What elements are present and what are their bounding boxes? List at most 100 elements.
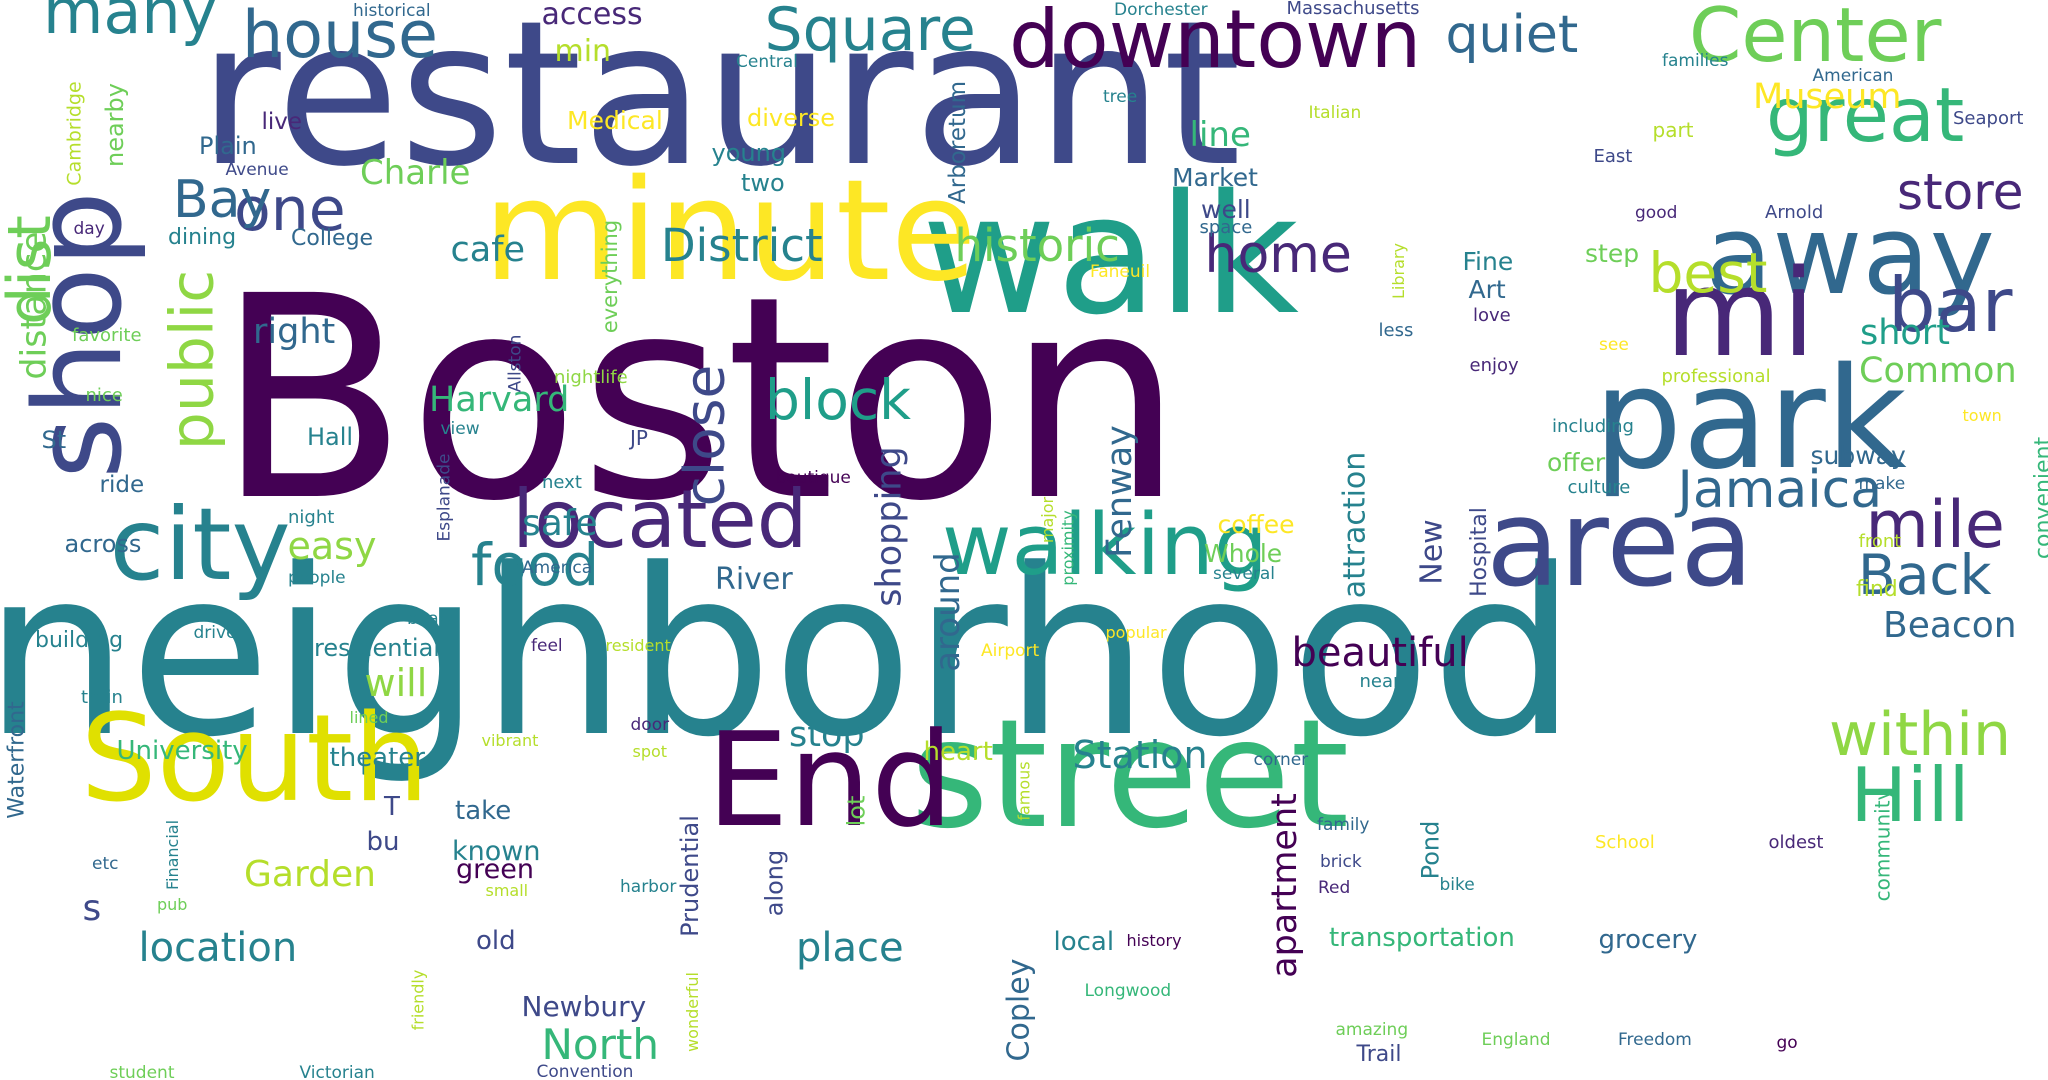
word-stop: stop [789, 714, 865, 755]
word-community: community [1869, 788, 1894, 902]
word-longwood: Longwood [1084, 980, 1172, 1001]
word-south: South [80, 690, 430, 829]
word-love: love [1473, 305, 1511, 326]
word-place: place [796, 925, 904, 971]
word-avenue: Avenue [225, 159, 289, 180]
word-step: step [1585, 238, 1640, 268]
word-bay: Bay [173, 170, 272, 230]
word-area: area [1486, 475, 1754, 614]
word-prudential: Prudential [675, 815, 704, 937]
word-jamaica: Jamaica [1677, 460, 1883, 520]
word-back: Back [1858, 542, 1992, 607]
word-square: Square [764, 0, 976, 65]
word-minute: minute [483, 150, 977, 313]
word-convention: Convention [536, 1061, 634, 1080]
word-make: make [1858, 473, 1906, 494]
word-apartment: apartment [1264, 792, 1305, 978]
word-families: families [1662, 50, 1729, 71]
word-garden: Garden [244, 854, 376, 895]
word-two: two [741, 169, 785, 197]
word-neighborhood: neighborhood [0, 521, 1577, 788]
word-market: Market [1172, 162, 1258, 192]
word-shopping: shopping [869, 445, 910, 607]
word-walk: walk [921, 158, 1299, 351]
word-heart: heart [923, 737, 993, 767]
word-st: St [41, 426, 67, 454]
word-lined: lined [349, 708, 389, 727]
word-coffee: coffee [1217, 509, 1295, 539]
word-along: along [759, 849, 788, 917]
word-enjoy: enjoy [1469, 355, 1519, 376]
word-fine: Fine [1462, 246, 1514, 276]
word-see: see [1599, 334, 1629, 355]
word-dorchester: Dorchester [1114, 0, 1208, 20]
word-will: will [364, 661, 428, 705]
word-ride: ride [99, 471, 145, 498]
word-museum: Museum [1753, 76, 1902, 117]
word-distance: distance [14, 230, 55, 380]
word-one: one [234, 175, 346, 245]
word-station: Station [1072, 733, 1208, 777]
word-residential: residential [314, 634, 440, 662]
word-downtown: downtown [1009, 0, 1422, 86]
word-america: America [522, 557, 593, 578]
word-professional: professional [1661, 366, 1771, 387]
word-copley: Copley [1000, 958, 1036, 1062]
word-student: student [109, 1062, 175, 1080]
word-friendly: friendly [407, 969, 427, 1031]
word-many: many [43, 0, 218, 48]
word-located: located [512, 473, 808, 566]
word-best: best [1648, 240, 1768, 305]
word-public: public [156, 269, 227, 451]
word-go: go [1776, 1032, 1798, 1053]
word-green: green [456, 853, 534, 885]
word-north: North [541, 1020, 659, 1069]
word-everything: everything [597, 219, 622, 333]
word-hill: Hill [1850, 750, 1970, 839]
word-major: major [1038, 496, 1058, 544]
word-city: city [109, 486, 291, 603]
word-history: history [1126, 931, 1182, 950]
word-easy: easy [287, 524, 377, 568]
word-england: England [1481, 1029, 1551, 1050]
word-front: front [1858, 531, 1902, 552]
word-line: line [1189, 115, 1251, 155]
word-proximity: proximity [1058, 510, 1078, 586]
word-resident: resident [605, 636, 671, 655]
word-medical: Medical [567, 105, 663, 135]
word-bu: bu [366, 827, 400, 857]
word-college: College [291, 226, 374, 251]
word-pub: pub [157, 895, 188, 914]
word-food: food [471, 531, 600, 599]
word-s: s [82, 888, 102, 929]
word-center: Center [1689, 0, 1942, 79]
word-safe: safe [522, 503, 598, 544]
word-nearby: nearby [101, 83, 129, 167]
word-boston: Boston [216, 237, 1184, 563]
word-brick: brick [1320, 851, 1362, 872]
word-art: Art [1468, 274, 1506, 304]
word-charle: Charle [360, 153, 471, 193]
word-popular: popular [1105, 623, 1167, 642]
word-university: University [116, 736, 248, 766]
word-hall: Hall [307, 423, 354, 451]
word-location: location [138, 925, 298, 971]
word-new: New [1414, 519, 1450, 585]
word-t: T [384, 792, 400, 822]
word-mile: mile [1865, 487, 2005, 563]
word-river: River [715, 562, 793, 597]
word-east: East [1593, 146, 1633, 167]
word-building: building [35, 628, 124, 653]
word-nice: nice [85, 385, 123, 406]
word-newbury: Newbury [521, 990, 647, 1023]
word-park: park [1593, 338, 1907, 501]
word-people: people [288, 567, 346, 588]
word-culture: culture [1567, 477, 1631, 498]
word-door: door [630, 714, 670, 735]
word-attraction: attraction [1336, 451, 1372, 599]
word-including: including [1552, 416, 1634, 437]
word-arnold: Arnold [1765, 202, 1824, 223]
word-dining: dining [168, 225, 237, 250]
word-financial: Financial [163, 819, 183, 891]
